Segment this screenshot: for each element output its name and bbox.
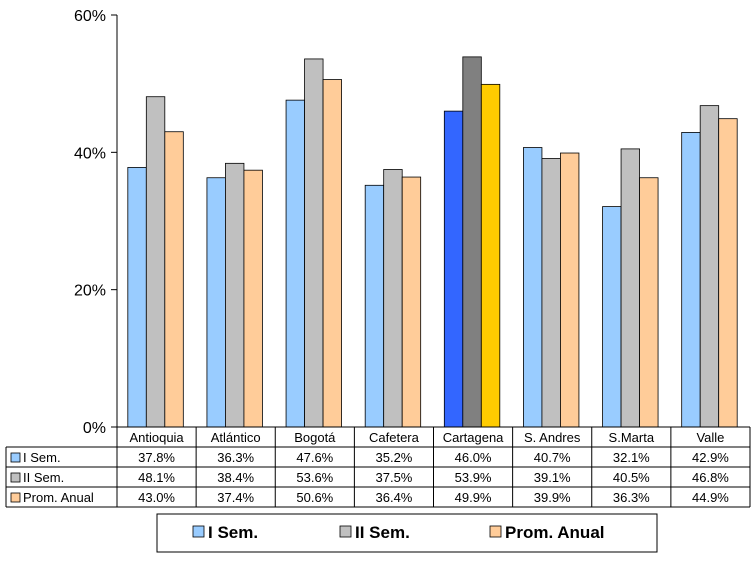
y-axis: 0% 20% 40% 60% [74, 8, 118, 437]
category-label: Atlántico [211, 430, 261, 445]
bar [206, 177, 226, 428]
data-table: Antioquia Atlántico Bogotá Cafetera Cartagen… [5, 426, 751, 508]
data-label: 36.4% [376, 490, 413, 505]
y-tick-label: 0% [83, 420, 106, 437]
bar [718, 118, 738, 428]
legend-label: II Sem. [355, 523, 410, 542]
y-tick-label: 60% [74, 8, 106, 25]
series-row-label: Prom. Anual [23, 490, 94, 505]
bar [145, 96, 166, 428]
category-label: Antioquia [129, 430, 184, 445]
data-label: 46.8% [692, 470, 729, 485]
bar [480, 83, 501, 428]
legend: I Sem. II Sem. Prom. Anual [156, 513, 658, 553]
data-label: 36.3% [613, 490, 650, 505]
bar [620, 148, 640, 428]
series-row-label: II Sem. [23, 470, 64, 485]
series-key-swatch [10, 452, 21, 463]
data-label: 44.9% [692, 490, 729, 505]
data-label: 53.9% [455, 470, 492, 485]
y-tick-label: 20% [74, 283, 106, 300]
data-label: 39.1% [534, 470, 571, 485]
y-tick-label: 40% [74, 145, 106, 162]
bar [602, 206, 622, 428]
data-label: 37.5% [376, 470, 413, 485]
data-label: 32.1% [613, 450, 650, 465]
data-label: 50.6% [296, 490, 333, 505]
bar [164, 131, 184, 428]
category-label: S.Marta [609, 430, 655, 445]
data-label: 38.4% [217, 470, 254, 485]
bar [699, 105, 720, 428]
data-label: 47.6% [296, 450, 333, 465]
bar [322, 79, 342, 428]
data-label: 39.9% [534, 490, 571, 505]
bar [285, 99, 305, 428]
category-label: Bogotá [294, 430, 336, 445]
data-label: 40.7% [534, 450, 571, 465]
data-label: 37.4% [217, 490, 254, 505]
data-label: 53.6% [296, 470, 333, 485]
data-label: 37.8% [138, 450, 175, 465]
bar [364, 184, 385, 428]
legend-swatch [489, 525, 502, 538]
category-label: Cafetera [369, 430, 420, 445]
legend-box [156, 513, 658, 553]
data-label: 35.2% [376, 450, 413, 465]
bar [401, 176, 422, 428]
bar [541, 158, 561, 428]
bar [225, 162, 245, 428]
bar [304, 58, 324, 428]
data-label: 46.0% [455, 450, 492, 465]
bar [243, 169, 263, 428]
data-label: 48.1% [138, 470, 175, 485]
data-label: 43.0% [138, 490, 175, 505]
legend-swatch [339, 525, 352, 538]
series-row-label: I Sem. [23, 450, 61, 465]
series-key-swatch [10, 472, 21, 483]
bar [523, 147, 543, 428]
bar [681, 132, 701, 428]
bars [127, 56, 738, 428]
category-label: Valle [696, 430, 724, 445]
category-label: Cartagena [443, 430, 504, 445]
legend-swatch [192, 525, 205, 538]
bar [383, 169, 403, 428]
bar [443, 110, 464, 428]
data-label: 49.9% [455, 490, 492, 505]
data-label: 40.5% [613, 470, 650, 485]
category-label: S. Andres [524, 430, 581, 445]
legend-label: Prom. Anual [505, 523, 605, 542]
bar [639, 177, 659, 428]
series-key-swatch [10, 492, 21, 503]
data-label: 36.3% [217, 450, 254, 465]
bar [127, 167, 147, 428]
bar [462, 56, 482, 428]
bar [560, 152, 580, 428]
data-label: 42.9% [692, 450, 729, 465]
legend-label: I Sem. [208, 523, 258, 542]
